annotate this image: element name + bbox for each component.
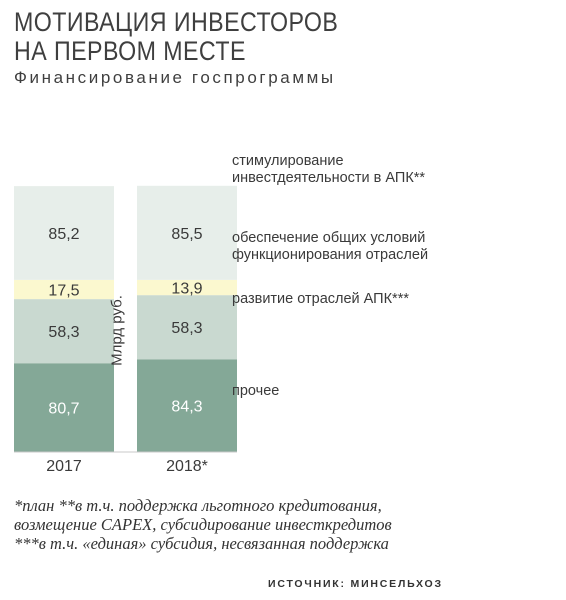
bar-value-label-1-1: 58,3 [171,320,202,337]
bar-segment-1-2 [137,279,237,296]
category-label-2018: 2018* [166,458,208,475]
footnote: *план **в т.ч. поддержка льготного креди… [14,496,392,553]
unit-label-text: Млрд руб. [108,295,126,366]
bar-value-label-1-3: 85,5 [171,226,202,243]
legend-item-razv: развитие отраслей АПК*** [232,291,409,307]
source-note: ИСТОЧНИК: МИНСЕЛЬХОЗ [268,578,443,590]
category-label-2017: 2017 [46,458,82,475]
bar-segment-0-0 [14,363,114,452]
legend-item-stim: стимулирование инвестдеятельности в АПК*… [232,153,426,186]
bar-segment-1-0 [137,359,237,452]
bar-value-label-0-2: 17,5 [48,282,79,299]
bar-value-label-0-3: 85,2 [48,226,79,243]
bar-segment-1-1 [137,295,237,360]
bar-value-label-1-0: 84,3 [171,399,202,416]
bar-value-label-0-0: 80,7 [48,401,79,418]
bar-value-label-0-1: 58,3 [48,324,79,341]
legend-item-obesp: обеспечение общих условий функционирован… [232,230,429,263]
bar-segment-0-2 [14,279,114,300]
bar-value-label-1-2: 13,9 [171,280,202,297]
bar-segment-0-3 [14,186,114,280]
legend-item-proch: прочее [232,383,280,399]
bar-segment-0-1 [14,299,114,364]
chart-subtitle: Финансирование госпрограммы [14,68,336,87]
chart-title: МОТИВАЦИЯ ИНВЕСТОРОВ НА ПЕРВОМ МЕСТЕ [14,7,339,66]
bar-segment-1-3 [137,185,237,280]
